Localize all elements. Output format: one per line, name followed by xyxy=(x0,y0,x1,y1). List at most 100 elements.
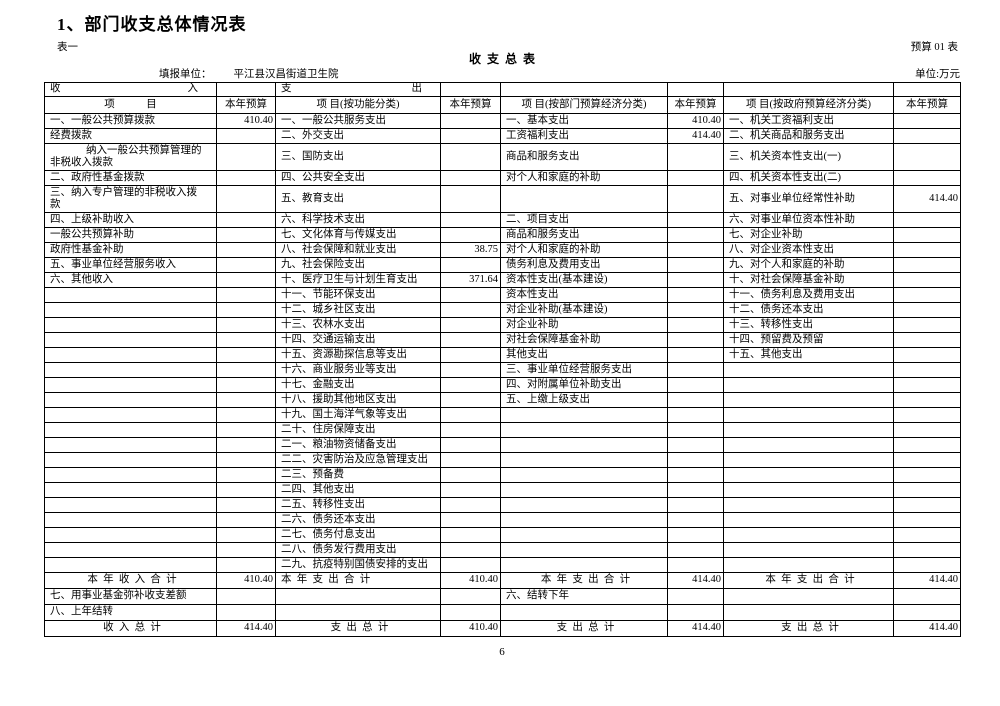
budget-value-cell xyxy=(667,392,724,408)
table-row: 六、其他收入 十、医疗卫生与计划生育支出 371.64 资本性支出(基本建设) 十、对社… xyxy=(44,272,961,288)
budget-item-cell: 八、对企业资本性支出 xyxy=(723,242,894,258)
table-row: 四、上级补助收入 六、科学技术支出 二、项目支出 六、对事业单位资本性补助 xyxy=(44,212,961,228)
budget-item-cell: 十七、金融支出 xyxy=(275,377,441,393)
budget-value-cell xyxy=(440,185,501,213)
budget-item-cell: 收 入 总 计 xyxy=(44,620,217,637)
budget-value-cell xyxy=(667,317,724,333)
budget-item-cell: 商品和服务支出 xyxy=(500,227,668,243)
budget-item-cell xyxy=(44,392,217,408)
budget-item-cell xyxy=(500,437,668,453)
group-header-row: 收入 支出 xyxy=(44,82,961,97)
budget-item-cell xyxy=(44,467,217,483)
budget-summary-table: 收入 支出 项 目 本年预算 项 目(按功能分类) 本年预算 项 目(按部门预算… xyxy=(44,82,961,637)
budget-value-cell xyxy=(216,332,276,348)
budget-item-cell xyxy=(44,287,217,303)
budget-value-cell xyxy=(216,287,276,303)
budget-item-cell xyxy=(500,407,668,423)
column-header-row: 项 目 本年预算 项 目(按功能分类) 本年预算 项 目(按部门预算经济分类) … xyxy=(44,96,961,114)
budget-item-cell xyxy=(500,542,668,558)
budget-value-cell xyxy=(893,257,961,273)
table-row: 二五、转移性支出 xyxy=(44,497,961,513)
budget-item-cell: 五、上缴上级支出 xyxy=(500,392,668,408)
col-header-gov-econ-item: 项 目(按政府预算经济分类) xyxy=(723,96,894,114)
budget-item-cell: 对个人和家庭的补助 xyxy=(500,242,668,258)
budget-item-cell: 本 年 支 出 合 计 xyxy=(500,572,668,589)
budget-item-cell xyxy=(723,377,894,393)
col-header-dept-econ-item: 项 目(按部门预算经济分类) xyxy=(500,96,668,114)
budget-value-cell xyxy=(893,482,961,498)
col-header-budget: 本年预算 xyxy=(667,96,724,114)
budget-value-cell xyxy=(440,604,501,621)
budget-item-cell: 对个人和家庭的补助 xyxy=(500,170,668,186)
budget-item-cell xyxy=(500,604,668,621)
budget-item-cell: 本 年 收 入 合 计 xyxy=(44,572,217,589)
empty-header-cell xyxy=(723,82,894,97)
budget-item-cell xyxy=(723,588,894,605)
budget-value-cell xyxy=(893,422,961,438)
budget-item-cell: 本 年 支 出 合 计 xyxy=(723,572,894,589)
budget-value-cell xyxy=(893,392,961,408)
budget-item-cell: 纳入一般公共预算管理的 非税收入拨款 xyxy=(44,143,217,171)
budget-item-cell: 一、一般公共服务支出 xyxy=(275,113,441,129)
budget-value-cell: 371.64 xyxy=(440,272,501,288)
empty-header-cell xyxy=(440,82,501,97)
budget-item-cell: 一、一般公共预算拨款 xyxy=(44,113,217,129)
budget-value-cell xyxy=(667,143,724,171)
budget-value-cell xyxy=(440,317,501,333)
budget-value-cell xyxy=(667,452,724,468)
col-header-budget: 本年预算 xyxy=(893,96,961,114)
budget-item-cell: 三、机关资本性支出(一) xyxy=(723,143,894,171)
budget-value-cell xyxy=(667,588,724,605)
budget-item-cell: 支 出 总 计 xyxy=(500,620,668,637)
budget-value-cell xyxy=(216,257,276,273)
budget-item-cell: 二六、债务还本支出 xyxy=(275,512,441,528)
budget-item-cell xyxy=(723,512,894,528)
budget-value-cell xyxy=(893,242,961,258)
table-row: 十五、资源勘探信息等支出 其他支出 十五、其他支出 xyxy=(44,347,961,363)
budget-item-cell xyxy=(44,407,217,423)
budget-item-cell: 十五、其他支出 xyxy=(723,347,894,363)
budget-value-cell xyxy=(667,185,724,213)
budget-item-cell xyxy=(44,302,217,318)
budget-value-cell xyxy=(893,437,961,453)
budget-item-cell xyxy=(44,317,217,333)
table-row: 一般公共预算补助 七、文化体育与传媒支出 商品和服务支出 七、对企业补助 xyxy=(44,227,961,243)
budget-value-cell xyxy=(893,604,961,621)
budget-item-cell xyxy=(500,512,668,528)
budget-value-cell: 410.40 xyxy=(440,620,501,637)
budget-item-cell: 资本性支出(基本建设) xyxy=(500,272,668,288)
budget-item-cell: 十、对社会保障基金补助 xyxy=(723,272,894,288)
table-row: 八、上年结转 xyxy=(44,604,961,621)
budget-item-cell: 其他支出 xyxy=(500,347,668,363)
budget-value-cell: 410.40 xyxy=(216,572,276,589)
table-row: 收 入 总 计 414.40 支 出 总 计 410.40 支 出 总 计 414.40 支… xyxy=(44,620,961,637)
budget-value-cell xyxy=(893,588,961,605)
budget-value-cell xyxy=(216,377,276,393)
budget-item-cell: 二五、转移性支出 xyxy=(275,497,441,513)
budget-value-cell xyxy=(893,497,961,513)
budget-item-cell: 十一、节能环保支出 xyxy=(275,287,441,303)
expenditure-char-right: 出 xyxy=(411,83,423,95)
table-row: 纳入一般公共预算管理的 非税收入拨款 三、国防支出 商品和服务支出 三、机关资本性支出… xyxy=(44,143,961,171)
budget-item-cell: 二一、粮油物资储备支出 xyxy=(275,437,441,453)
budget-item-cell: 七、文化体育与传媒支出 xyxy=(275,227,441,243)
budget-item-cell: 一、机关工资福利支出 xyxy=(723,113,894,129)
budget-value-cell xyxy=(667,422,724,438)
budget-item-cell: 十三、转移性支出 xyxy=(723,317,894,333)
income-char-right: 入 xyxy=(187,83,199,95)
budget-value-cell xyxy=(440,407,501,423)
budget-value-cell xyxy=(440,588,501,605)
budget-value-cell xyxy=(667,242,724,258)
budget-value-cell xyxy=(440,467,501,483)
budget-item-cell xyxy=(275,588,441,605)
budget-value-cell: 410.40 xyxy=(667,113,724,129)
budget-item-cell: 政府性基金补助 xyxy=(44,242,217,258)
budget-value-cell xyxy=(216,227,276,243)
table-row: 五、事业单位经营服务收入 九、社会保险支出 债务利息及费用支出 九、对个人和家庭的补助 xyxy=(44,257,961,273)
budget-value-cell xyxy=(667,497,724,513)
budget-value-cell xyxy=(893,287,961,303)
budget-item-cell xyxy=(44,377,217,393)
budget-value-cell xyxy=(440,362,501,378)
budget-value-cell xyxy=(893,407,961,423)
